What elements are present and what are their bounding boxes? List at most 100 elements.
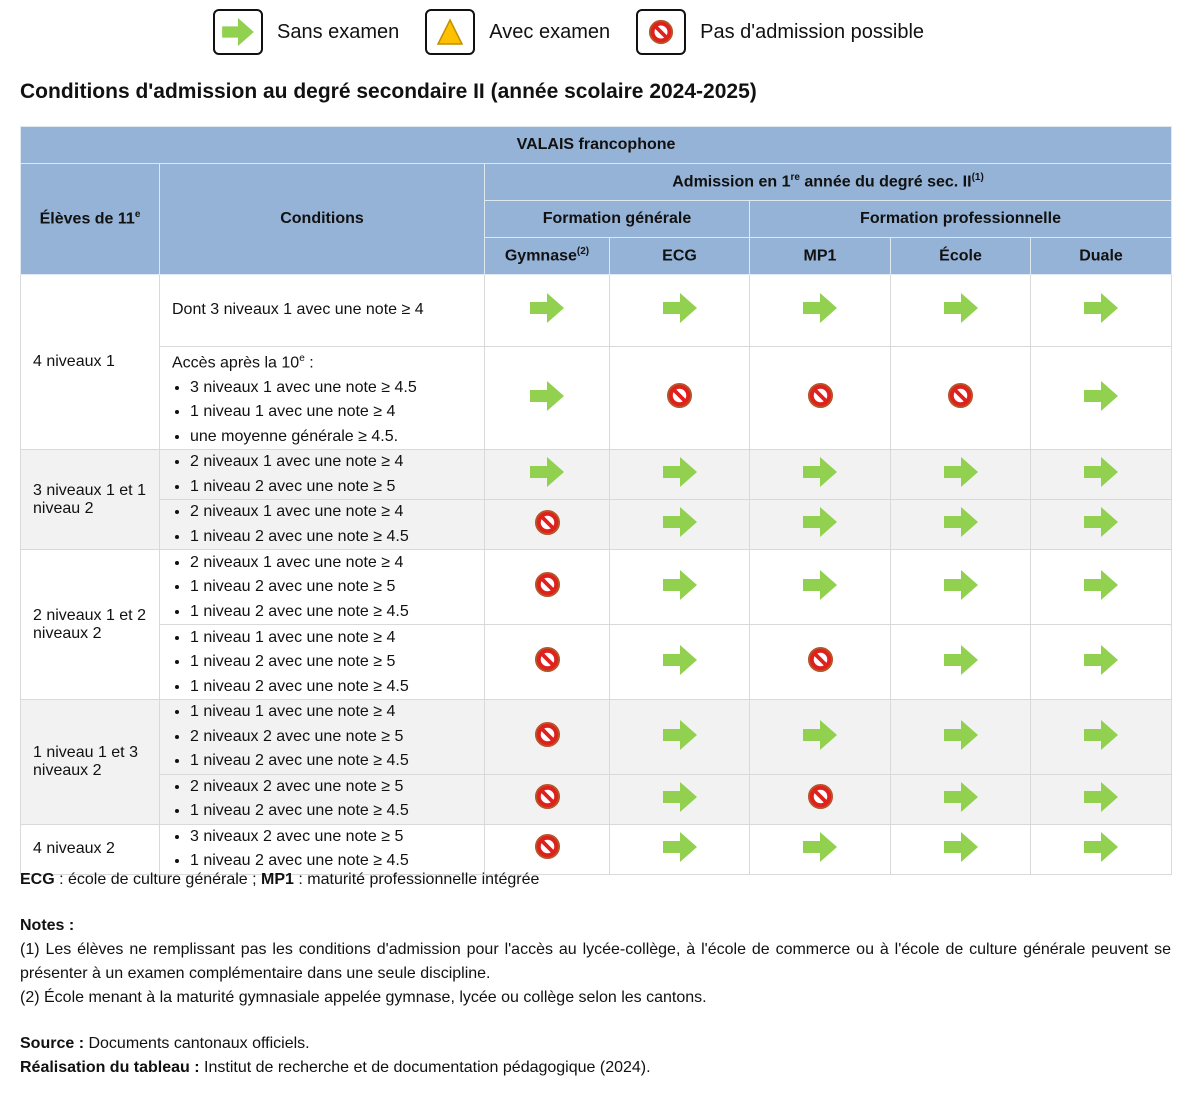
arrow-icon [944, 720, 978, 750]
condition-item: 1 niveau 2 avec une note ≥ 4.5 [190, 675, 484, 700]
abbreviations: ECG : école de culture générale ; MP1 : … [20, 871, 540, 888]
pas-admission-cell [749, 624, 891, 701]
sans-examen-cell [1029, 345, 1173, 451]
condition-item: 1 niveau 2 avec une note ≥ 4.5 [190, 849, 484, 874]
no-entry-icon [534, 571, 561, 598]
sans-examen-cell [749, 274, 891, 347]
conditions-cell: 1 niveau 1 avec une note ≥ 41 niveau 2 a… [159, 624, 485, 701]
conditions-cell: 1 niveau 1 avec une note ≥ 42 niveaux 2 … [159, 699, 485, 775]
arrow-icon [663, 782, 697, 812]
no-entry-icon [534, 509, 561, 536]
arrow-icon [1084, 507, 1118, 537]
condition-item: 2 niveaux 2 avec une note ≥ 5 [190, 725, 484, 750]
arrow-icon [803, 293, 837, 323]
sans-examen-cell [890, 699, 1031, 775]
sans-examen-cell [890, 624, 1031, 701]
conditions-cell: Accès après la 10e :3 niveaux 1 avec une… [159, 345, 485, 451]
sans-examen-cell [484, 345, 610, 451]
condition-item: 2 niveaux 2 avec une note ≥ 5 [190, 775, 484, 800]
no-entry-icon [807, 783, 834, 810]
condition-item: 3 niveaux 1 avec une note ≥ 4.5 [190, 376, 484, 401]
arrow-icon [1084, 293, 1118, 323]
sans-examen-cell [484, 274, 610, 347]
no-entry-icon [807, 382, 834, 409]
group-label: 3 niveaux 1 et 1 niveau 2 [20, 449, 160, 551]
arrow-icon [663, 507, 697, 537]
arrow-icon [944, 293, 978, 323]
pas-admission-cell [484, 773, 610, 825]
sans-examen-cell [890, 549, 1031, 626]
legend-avec-label: Avec examen [489, 20, 611, 43]
arrow-icon [663, 457, 697, 487]
arrow-icon [663, 293, 697, 323]
sans-examen-cell [609, 449, 750, 501]
arrow-icon [530, 293, 564, 323]
sans-examen-cell [609, 549, 750, 626]
no-entry-icon [534, 833, 561, 860]
arrow-icon [1084, 832, 1118, 862]
sans-examen-cell [890, 274, 1031, 347]
arrow-icon [530, 381, 564, 411]
col-header: ECG [609, 237, 750, 275]
notes: Notes : (1) Les élèves ne remplissant pas… [20, 917, 1171, 1006]
sans-examen-cell [1029, 823, 1173, 875]
sans-examen-cell [1029, 699, 1173, 775]
group-label: 4 niveaux 2 [20, 823, 160, 875]
no-entry-icon [534, 721, 561, 748]
sans-examen-cell [609, 499, 750, 551]
no-entry-icon [534, 783, 561, 810]
arrow-icon [944, 645, 978, 675]
pas-admission-cell [890, 345, 1031, 451]
table-row: 2 niveaux 2 avec une note ≥ 51 niveau 2 … [21, 773, 1173, 825]
table-row: 4 niveaux 2 3 niveaux 2 avec une note ≥ 5… [20, 823, 1173, 875]
condition-item: 2 niveaux 1 avec une note ≥ 4 [190, 551, 484, 576]
condition-item: 3 niveaux 2 avec une note ≥ 5 [190, 825, 484, 850]
source: Source : Documents cantonaux officiels. R… [20, 1035, 651, 1076]
admission-table: VALAIS francophone Élèves de 11e Conditi… [19, 126, 1173, 875]
conditions-header: Conditions [159, 163, 485, 275]
table-row: 1 niveau 1 et 3 niveaux 21 niveau 1 avec… [20, 699, 1173, 825]
arrow-icon [663, 832, 697, 862]
sans-examen-cell [1029, 624, 1173, 701]
conditions-cell: 2 niveaux 1 avec une note ≥ 41 niveau 2 … [159, 549, 485, 626]
sans-examen-cell [609, 624, 750, 701]
legend-non-label: Pas d'admission possible [700, 20, 925, 43]
table-row: Accès après la 10e :3 niveaux 1 avec une… [21, 345, 1173, 451]
conditions-cell: Dont 3 niveaux 1 avec une note ≥ 4 [159, 274, 485, 347]
arrow-icon [803, 507, 837, 537]
admission-header: Admission en 1re année du degré sec. II(… [483, 163, 1173, 201]
table-row: 3 niveaux 1 et 1 niveau 22 niveaux 1 ave… [20, 449, 1173, 551]
arrow-icon [1084, 457, 1118, 487]
conditions-cell: 2 niveaux 1 avec une note ≥ 41 niveau 2 … [159, 449, 485, 501]
pas-admission-cell [749, 345, 891, 451]
arrow-icon [530, 457, 564, 487]
arrow-icon [663, 720, 697, 750]
sans-examen-cell [609, 773, 750, 825]
arrow-icon [944, 832, 978, 862]
condition-item: 1 niveau 2 avec une note ≥ 5 [190, 650, 484, 675]
condition-item: 1 niveau 1 avec une note ≥ 4 [190, 400, 484, 425]
sans-examen-cell [749, 823, 891, 875]
pro-header: Formation professionnelle [748, 200, 1173, 238]
table-row: 2 niveaux 1 et 2 niveaux 22 niveaux 1 av… [20, 549, 1173, 701]
arrow-icon [663, 570, 697, 600]
arrow-icon [1084, 570, 1118, 600]
page-title: Conditions d'admission au degré secondai… [20, 80, 757, 103]
pas-admission-cell [484, 699, 610, 775]
condition-item: 1 niveau 2 avec une note ≥ 4.5 [190, 525, 484, 550]
generale-header: Formation générale [484, 200, 750, 238]
pas-admission-cell [484, 499, 610, 551]
pas-admission-cell [484, 549, 610, 626]
arrow-icon [803, 570, 837, 600]
arrow-icon [803, 720, 837, 750]
sans-examen-cell [749, 449, 891, 501]
table-row: 1 niveau 1 avec une note ≥ 41 niveau 2 a… [21, 624, 1173, 701]
legend-sans-label: Sans examen [277, 20, 400, 43]
table-row: 4 niveaux 1 Dont 3 niveaux 1 avec une not… [20, 273, 1173, 451]
condition-item: 1 niveau 1 avec une note ≥ 4 [190, 700, 484, 725]
no-entry-icon [947, 382, 974, 409]
col-header: Gymnase(2) [484, 237, 610, 275]
region-header: VALAIS francophone [19, 126, 1173, 164]
condition-item: 1 niveau 1 avec une note ≥ 4 [190, 626, 484, 651]
eleves-header: Élèves de 11e [20, 163, 160, 275]
